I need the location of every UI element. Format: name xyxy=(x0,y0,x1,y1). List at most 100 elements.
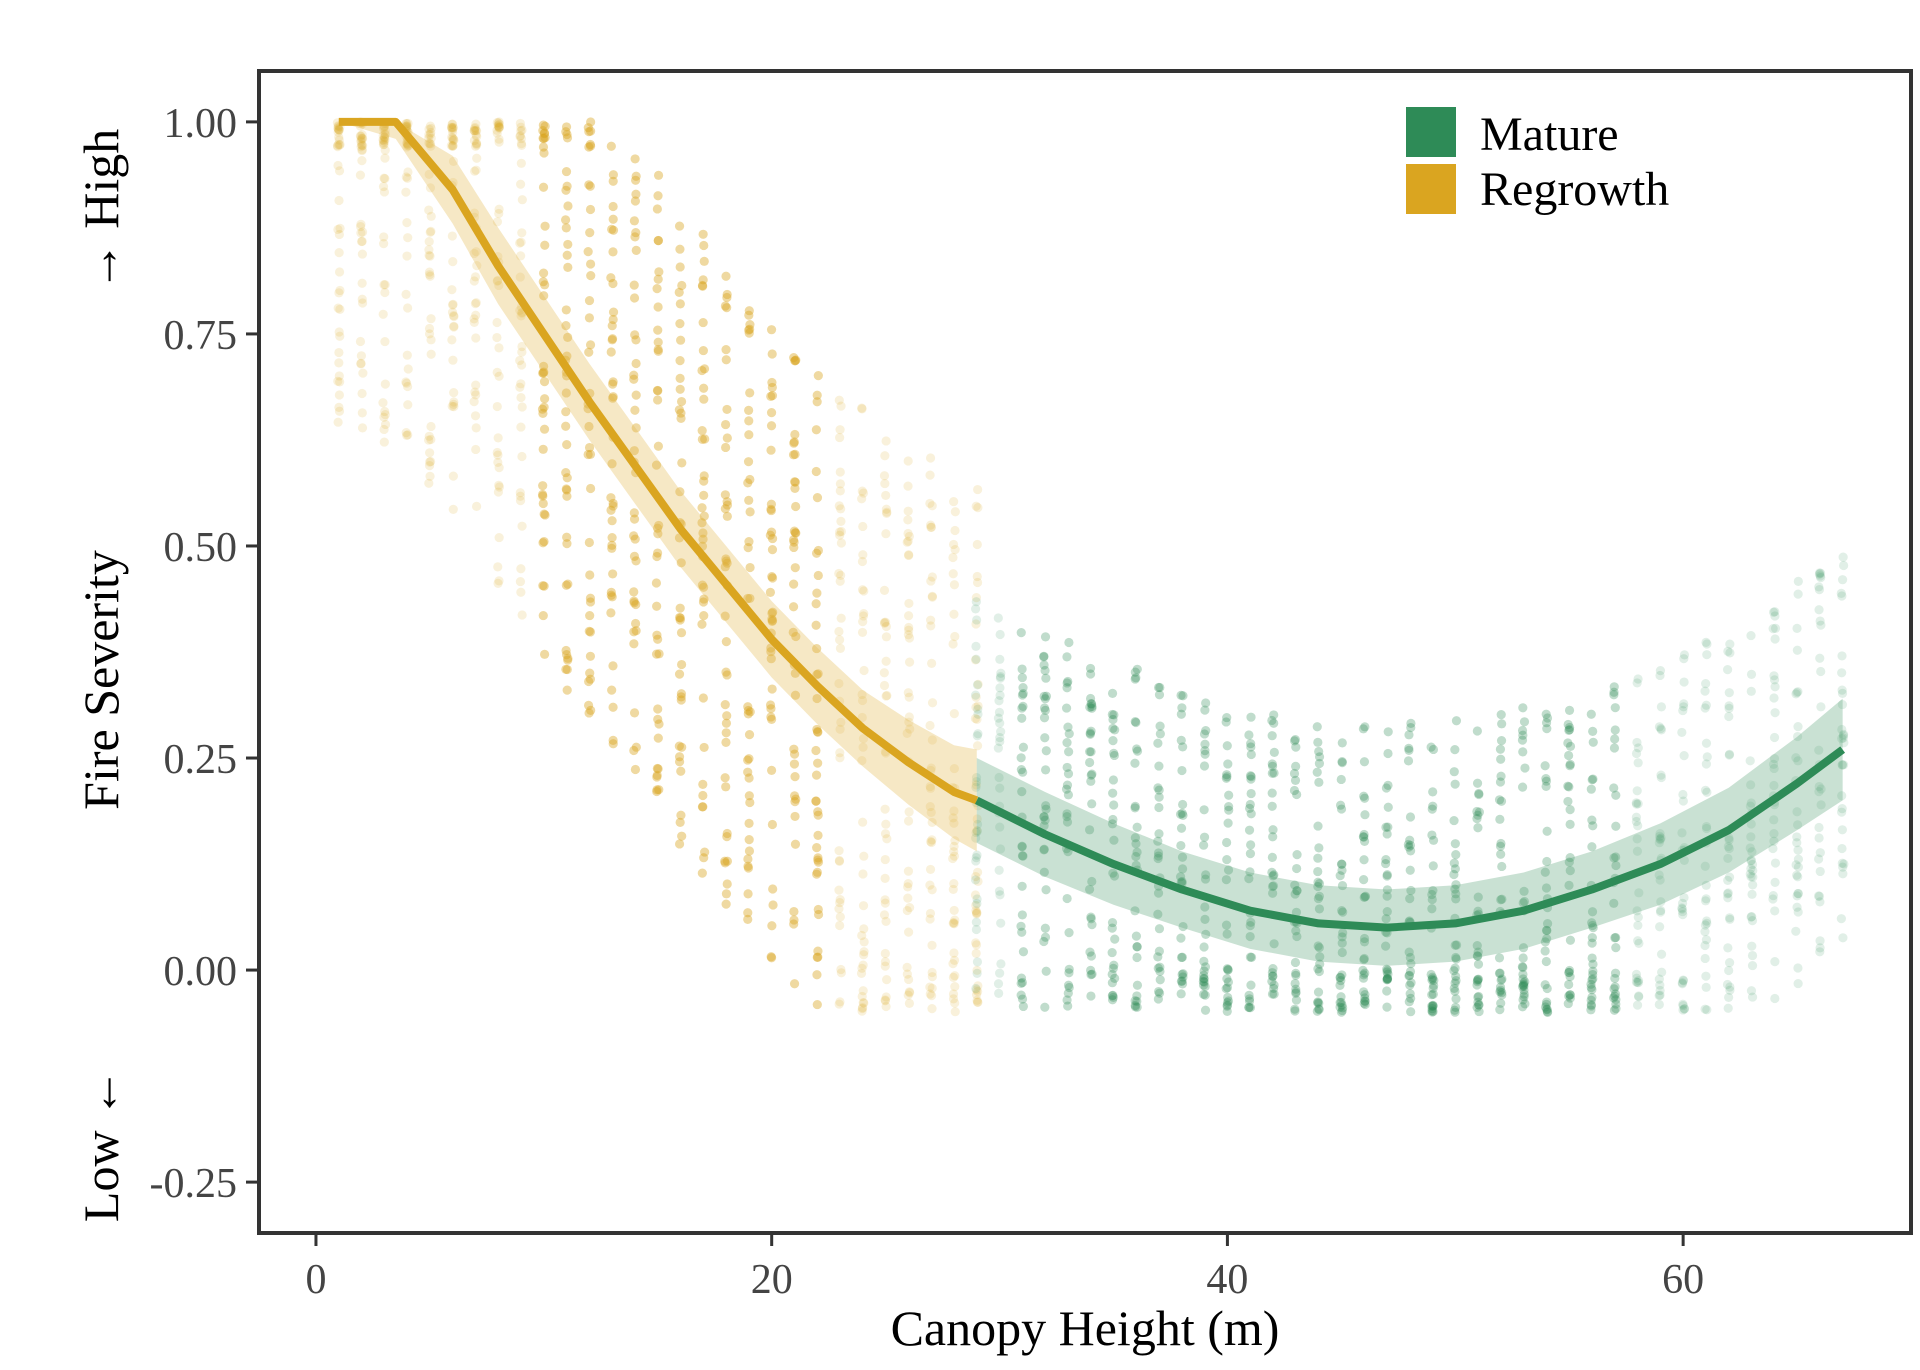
regrowth-point xyxy=(424,250,434,261)
regrowth-point xyxy=(811,745,821,756)
mature-point xyxy=(1246,840,1256,850)
regrowth-point xyxy=(743,908,753,918)
mature-point xyxy=(1723,1003,1733,1013)
mature-point xyxy=(1473,906,1483,916)
regrowth-point xyxy=(973,997,983,1007)
mature-point xyxy=(1836,914,1846,924)
regrowth-point xyxy=(903,630,914,640)
mature-point xyxy=(1770,877,1780,887)
regrowth-point xyxy=(836,538,847,548)
regrowth-point xyxy=(494,463,504,473)
mature-point xyxy=(1269,747,1279,757)
regrowth-point xyxy=(448,300,458,310)
regrowth-point xyxy=(768,607,778,617)
regrowth-point xyxy=(720,419,731,430)
regrowth-point xyxy=(652,772,662,782)
regrowth-point xyxy=(472,138,482,148)
regrowth-point xyxy=(470,124,480,134)
regrowth-point xyxy=(790,690,801,700)
mature-point xyxy=(1793,963,1803,973)
regrowth-point xyxy=(767,615,778,626)
regrowth-point xyxy=(357,145,367,155)
mature-point xyxy=(1610,991,1620,1001)
mature-point xyxy=(1041,673,1051,683)
regrowth-point xyxy=(563,262,573,272)
mature-point xyxy=(995,683,1005,693)
regrowth-point xyxy=(517,195,527,205)
mature-point xyxy=(1359,832,1369,842)
mature-point xyxy=(1565,741,1576,751)
mature-point xyxy=(1701,896,1711,906)
regrowth-point xyxy=(357,134,368,144)
mature-point xyxy=(971,597,981,607)
mature-point xyxy=(1541,883,1552,893)
regrowth-point xyxy=(791,501,801,512)
regrowth-point xyxy=(492,332,502,343)
mature-point xyxy=(1588,923,1598,933)
mature-point xyxy=(1199,977,1209,987)
mature-point xyxy=(1086,776,1096,786)
regrowth-point xyxy=(333,224,343,235)
regrowth-point xyxy=(743,755,753,765)
mature-point xyxy=(1337,970,1347,980)
mature-point xyxy=(1360,996,1370,1006)
regrowth-point xyxy=(449,135,459,145)
y-tick-label: 0.50 xyxy=(164,525,238,571)
mature-point xyxy=(1609,743,1620,753)
mature-point xyxy=(1246,952,1257,962)
mature-point xyxy=(1700,861,1710,871)
regrowth-point xyxy=(492,276,502,286)
regrowth-point xyxy=(721,889,732,899)
regrowth-point xyxy=(333,139,343,150)
regrowth-point xyxy=(697,802,708,812)
mature-point xyxy=(1564,782,1574,792)
regrowth-point xyxy=(858,986,868,996)
regrowth-point xyxy=(722,711,732,721)
plot-panel-border xyxy=(257,69,1913,1235)
mature-point xyxy=(1155,966,1165,977)
mature-point xyxy=(1018,851,1028,861)
mature-point xyxy=(1085,757,1095,768)
mature-point xyxy=(1769,829,1779,839)
mature-point xyxy=(1382,975,1392,985)
regrowth-point xyxy=(608,379,618,389)
regrowth-point xyxy=(971,909,982,919)
regrowth-point xyxy=(812,493,823,503)
regrowth-point xyxy=(653,714,663,724)
regrowth-point xyxy=(834,626,844,637)
regrowth-point xyxy=(516,251,526,261)
mature-point xyxy=(1314,943,1324,953)
regrowth-point xyxy=(879,910,890,920)
regrowth-point xyxy=(722,500,732,510)
mature-point xyxy=(1337,859,1347,869)
regrowth-point xyxy=(882,690,892,701)
mature-point xyxy=(971,924,982,935)
mature-point xyxy=(1724,833,1734,843)
y-axis-ticks: -0.250.000.250.500.751.00 xyxy=(150,101,259,1207)
mature-point xyxy=(1200,749,1210,759)
mature-point xyxy=(1086,770,1096,780)
mature-point xyxy=(1540,867,1550,877)
mature-point xyxy=(1405,966,1416,977)
regrowth-point xyxy=(402,142,412,152)
mature-point xyxy=(1564,967,1574,977)
mature-point xyxy=(1041,801,1051,811)
regrowth-point xyxy=(584,676,594,687)
mature-point xyxy=(1724,992,1734,1003)
mature-point xyxy=(1611,852,1621,862)
regrowth-point xyxy=(583,449,593,460)
mature-point xyxy=(1723,875,1733,885)
regrowth-point xyxy=(540,649,550,659)
regrowth-point xyxy=(925,781,935,792)
mature-point xyxy=(1429,975,1439,985)
regrowth-point xyxy=(789,791,800,801)
regrowth-point xyxy=(355,221,366,232)
mature-point xyxy=(1631,969,1642,979)
regrowth-point xyxy=(447,119,457,129)
mature-point xyxy=(1085,729,1095,739)
mature-point xyxy=(1519,989,1529,999)
mature-point xyxy=(996,727,1006,737)
regrowth-point xyxy=(767,684,777,694)
mature-point xyxy=(1609,1005,1620,1015)
mature-point xyxy=(1290,775,1301,786)
